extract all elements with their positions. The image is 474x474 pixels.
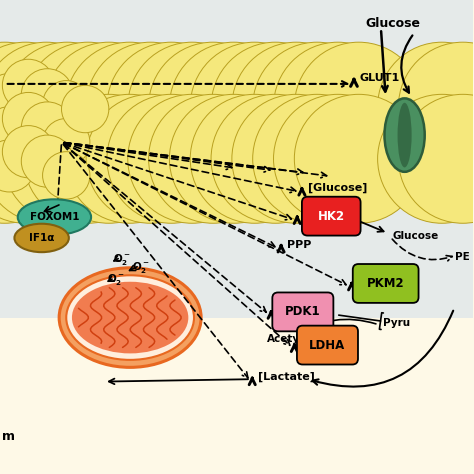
Circle shape (0, 94, 111, 223)
Ellipse shape (18, 200, 91, 235)
Circle shape (43, 81, 90, 128)
Circle shape (128, 42, 256, 171)
Text: $\mathbf{O^-_2}$: $\mathbf{O^-_2}$ (113, 252, 131, 267)
Text: Glucose: Glucose (365, 17, 420, 30)
Circle shape (148, 94, 277, 223)
Text: FOXOM1: FOXOM1 (30, 212, 79, 222)
Ellipse shape (59, 268, 201, 367)
Circle shape (294, 42, 423, 171)
FancyBboxPatch shape (0, 0, 474, 228)
Circle shape (65, 94, 194, 223)
Ellipse shape (384, 99, 425, 172)
Ellipse shape (66, 275, 194, 360)
Circle shape (0, 42, 90, 171)
Circle shape (273, 42, 402, 171)
Circle shape (0, 94, 69, 223)
Circle shape (43, 118, 90, 166)
Circle shape (43, 152, 90, 199)
Circle shape (107, 94, 236, 223)
Circle shape (190, 42, 319, 171)
Circle shape (169, 42, 298, 171)
Circle shape (2, 126, 55, 178)
Circle shape (0, 94, 90, 223)
Text: PPP: PPP (287, 239, 311, 250)
Circle shape (169, 94, 298, 223)
Circle shape (45, 94, 173, 223)
Circle shape (399, 42, 474, 171)
Circle shape (21, 102, 73, 154)
FancyBboxPatch shape (302, 197, 361, 236)
Circle shape (65, 42, 194, 171)
Circle shape (0, 42, 111, 171)
Circle shape (273, 94, 402, 223)
Circle shape (0, 140, 36, 192)
Circle shape (2, 92, 55, 145)
Circle shape (378, 42, 474, 171)
Circle shape (24, 94, 152, 223)
Text: PDK1: PDK1 (285, 305, 321, 319)
Circle shape (211, 94, 340, 223)
Text: m: m (2, 429, 15, 443)
Text: PKM2: PKM2 (367, 277, 404, 290)
FancyBboxPatch shape (297, 326, 358, 365)
Circle shape (24, 42, 152, 171)
Circle shape (0, 73, 36, 126)
Circle shape (232, 42, 361, 171)
Text: IF1α: IF1α (29, 233, 55, 243)
Circle shape (45, 42, 173, 171)
Text: [Lactate]: [Lactate] (258, 372, 315, 383)
FancyBboxPatch shape (0, 0, 474, 318)
Text: GLUT1: GLUT1 (360, 73, 400, 83)
Circle shape (128, 94, 256, 223)
Circle shape (148, 42, 277, 171)
Circle shape (190, 94, 319, 223)
Circle shape (86, 94, 215, 223)
FancyBboxPatch shape (353, 264, 419, 303)
Text: HK2: HK2 (318, 210, 345, 223)
Text: $\mathbf{O^-_2}$: $\mathbf{O^-_2}$ (132, 260, 150, 275)
Circle shape (399, 94, 474, 223)
Text: LDHA: LDHA (310, 338, 346, 352)
Text: $\mathbf{O^-_2}$: $\mathbf{O^-_2}$ (107, 272, 125, 287)
Circle shape (378, 94, 474, 223)
Circle shape (107, 42, 236, 171)
Circle shape (21, 135, 73, 187)
Text: [Glucose]: [Glucose] (308, 182, 367, 193)
Circle shape (253, 42, 382, 171)
Ellipse shape (72, 282, 188, 354)
Circle shape (0, 42, 69, 171)
Ellipse shape (398, 103, 411, 167)
FancyBboxPatch shape (273, 292, 333, 331)
Circle shape (2, 59, 55, 111)
Circle shape (294, 94, 423, 223)
Circle shape (3, 42, 132, 171)
Circle shape (3, 94, 132, 223)
Circle shape (211, 42, 340, 171)
Text: Pyru: Pyru (383, 318, 410, 328)
Circle shape (253, 94, 382, 223)
Circle shape (62, 85, 109, 133)
Circle shape (232, 94, 361, 223)
Text: Glucose: Glucose (393, 230, 439, 241)
Circle shape (86, 42, 215, 171)
Circle shape (0, 107, 36, 159)
Text: Acetyl-CoA: Acetyl-CoA (267, 334, 331, 344)
Ellipse shape (14, 224, 69, 252)
Text: PE: PE (455, 252, 470, 262)
Circle shape (21, 69, 73, 121)
